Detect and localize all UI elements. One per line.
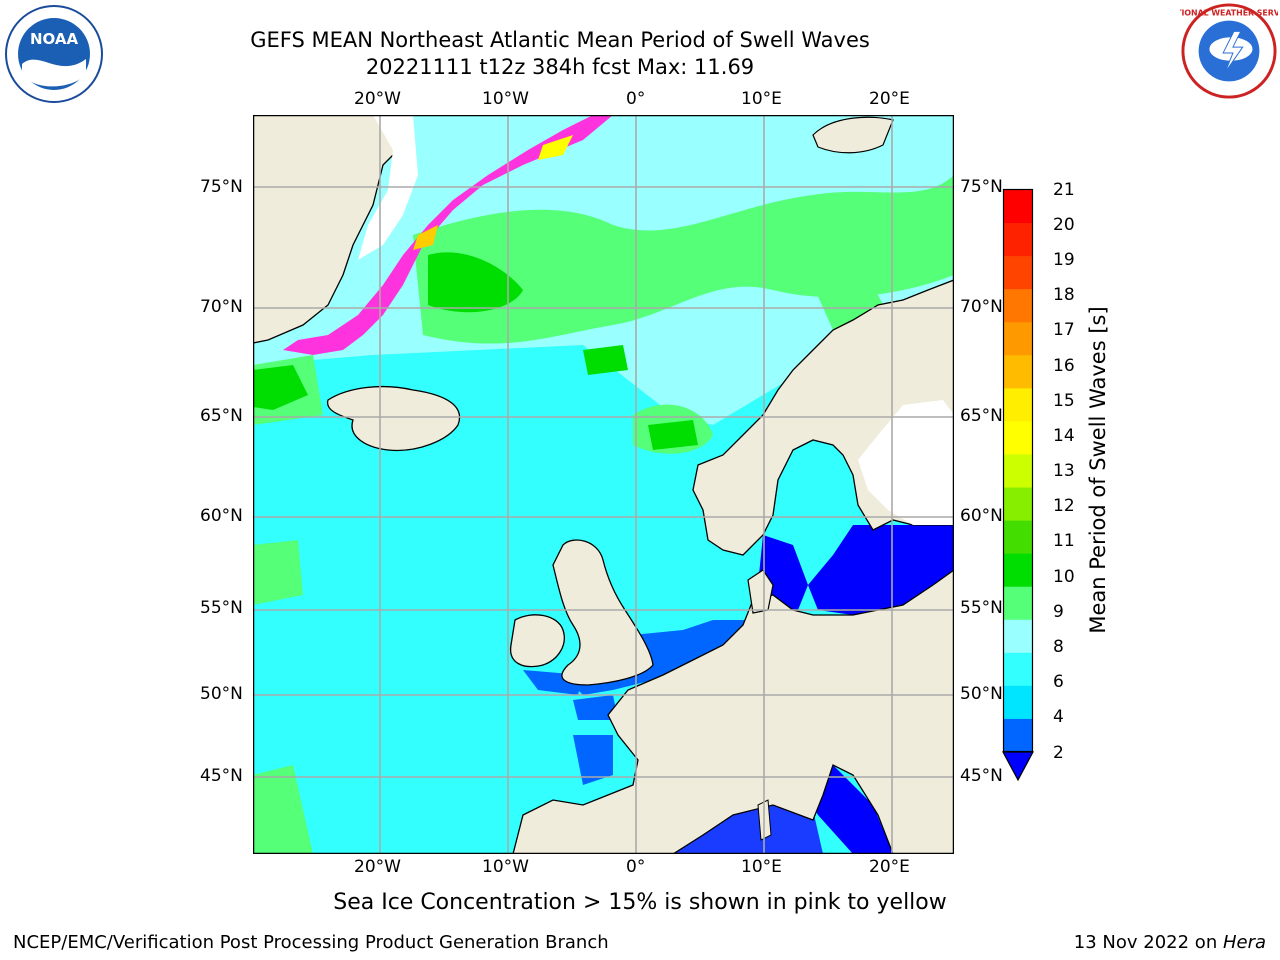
- colorbar-title: Mean Period of Swell Waves [s]: [1086, 306, 1110, 634]
- lon-label-bottom: 0°: [626, 857, 646, 877]
- colorbar-tick: 20: [1053, 215, 1075, 235]
- colorbar-tick: 12: [1053, 496, 1075, 516]
- credit-host: Hera: [1222, 932, 1266, 953]
- lon-label-bottom: 10°E: [741, 857, 782, 877]
- europe-mainland-land: [512, 569, 954, 854]
- colorbar-tick: 21: [1053, 180, 1075, 200]
- colorbar-segment: [1003, 255, 1033, 290]
- lat-label-left: 55°N: [200, 598, 243, 618]
- colorbar-tick: 11: [1053, 531, 1075, 551]
- lon-label-bottom: 10°W: [482, 857, 529, 877]
- colorbar-segment: [1003, 288, 1033, 323]
- colorbar-segment: [1003, 453, 1033, 488]
- colorbar-tick: 8: [1053, 637, 1064, 657]
- swell-zone-9-10s: [413, 175, 954, 344]
- colorbar-segment: [1003, 487, 1033, 521]
- colorbar-segment: [1003, 354, 1033, 389]
- credit-right: 13 Nov 2022 on Hera: [1074, 932, 1266, 953]
- noaa-logo-text: NOAA: [30, 30, 79, 48]
- lat-label-right: 45°N: [960, 766, 1003, 786]
- colorbar-tick: 6: [1053, 672, 1064, 692]
- svalbard-land: [812, 116, 894, 154]
- colorbar-segment: [1003, 553, 1033, 587]
- sea-ice-zone: [283, 115, 613, 355]
- map-frame: [253, 115, 954, 854]
- lon-label-bottom: 20°W: [354, 857, 401, 877]
- colorbar-tick: 14: [1053, 426, 1075, 446]
- colorbar-segment: [1003, 189, 1033, 224]
- title-line-2: 20221111 t12z 384h fcst Max: 11.69: [365, 55, 755, 79]
- finland-area: [858, 400, 954, 525]
- colorbar-tick: 13: [1053, 461, 1075, 481]
- lon-label-bottom: 20°E: [869, 857, 910, 877]
- swell-zone-10-11s: [428, 252, 523, 313]
- lon-label-top: 10°E: [741, 89, 782, 109]
- colorbar-segment: [1003, 652, 1033, 686]
- lat-label-right: 60°N: [960, 506, 1003, 526]
- lat-label-left: 50°N: [200, 684, 243, 704]
- colorbar-segment: [1003, 619, 1033, 653]
- colorbar-tick: 18: [1053, 285, 1075, 305]
- colorbar-segment: [1003, 321, 1033, 356]
- lon-label-top: 20°E: [869, 89, 910, 109]
- lat-label-right: 65°N: [960, 406, 1003, 426]
- colorbar-tick: 9: [1053, 602, 1064, 622]
- colorbar-segment: [1003, 420, 1033, 455]
- noaa-logo-icon: NOAA: [5, 5, 103, 103]
- colorbar-segment: [1003, 586, 1033, 620]
- lat-label-right: 70°N: [960, 297, 1003, 317]
- lon-label-top: 20°W: [354, 89, 401, 109]
- sea-ice-note: Sea Ice Concentration > 15% is shown in …: [333, 890, 947, 915]
- colorbar-tick: 2: [1053, 743, 1064, 763]
- credit-date: 13 Nov 2022 on: [1073, 932, 1223, 953]
- lon-label-top: 0°: [626, 89, 646, 109]
- graticule: [253, 115, 954, 854]
- iceland-land: [326, 385, 461, 452]
- swell-period-map: [253, 115, 954, 854]
- nws-logo-icon: NATIONAL WEATHER SERVICE: [1180, 3, 1278, 99]
- lat-label-left: 65°N: [200, 406, 243, 426]
- denmark-land: [747, 569, 774, 614]
- lat-label-left: 75°N: [200, 177, 243, 197]
- colorbar-segment: [1003, 387, 1033, 422]
- lon-label-top: 10°W: [482, 89, 529, 109]
- lat-label-left: 45°N: [200, 766, 243, 786]
- lat-label-right: 75°N: [960, 177, 1003, 197]
- credit-left: NCEP/EMC/Verification Post Processing Pr…: [13, 932, 609, 953]
- colorbar-extend-arrow: [1001, 751, 1035, 782]
- colorbar-tick: 16: [1053, 356, 1075, 376]
- lat-label-left: 70°N: [200, 297, 243, 317]
- great-britain-land: [552, 539, 654, 686]
- colorbar-tick: 15: [1053, 391, 1075, 411]
- colorbar-segment: [1003, 520, 1033, 554]
- lat-label-right: 50°N: [960, 684, 1003, 704]
- lat-label-right: 55°N: [960, 598, 1003, 618]
- colorbar: [1001, 188, 1035, 782]
- title-line-1: GEFS MEAN Northeast Atlantic Mean Period…: [250, 28, 870, 52]
- ireland-land: [510, 614, 565, 668]
- colorbar-tick: 17: [1053, 320, 1075, 340]
- colorbar-tick: 4: [1053, 707, 1064, 727]
- colorbar-segment: [1003, 685, 1033, 719]
- colorbar-segment: [1003, 718, 1033, 752]
- nws-logo-text: NATIONAL WEATHER SERVICE: [1180, 9, 1278, 18]
- colorbar-segment: [1003, 222, 1033, 257]
- colorbar-tick: 10: [1053, 567, 1075, 587]
- colorbar-tick: 19: [1053, 250, 1075, 270]
- lat-label-left: 60°N: [200, 506, 243, 526]
